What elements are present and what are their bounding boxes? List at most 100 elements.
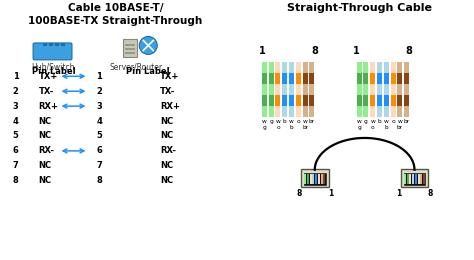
Bar: [370, 84, 375, 95]
Text: w: w: [275, 119, 280, 124]
Text: g: g: [263, 125, 266, 130]
Bar: [43, 43, 46, 47]
Bar: [364, 106, 368, 117]
Bar: [275, 62, 281, 73]
Bar: [310, 84, 314, 95]
Text: 8: 8: [428, 189, 433, 198]
Bar: [391, 95, 395, 106]
Text: o: o: [371, 125, 374, 130]
Bar: [391, 84, 395, 95]
Text: br: br: [397, 125, 403, 130]
Bar: [377, 73, 382, 84]
Bar: [302, 84, 308, 95]
Text: 1: 1: [328, 189, 333, 198]
Text: TX-: TX-: [38, 87, 54, 96]
Bar: [282, 73, 287, 84]
Text: w: w: [289, 119, 294, 124]
Text: w: w: [262, 119, 267, 124]
Bar: [275, 73, 281, 84]
Bar: [282, 62, 287, 73]
Text: 5: 5: [13, 132, 18, 140]
FancyBboxPatch shape: [33, 43, 72, 60]
Text: NC: NC: [160, 176, 173, 185]
Text: NC: NC: [160, 161, 173, 170]
Bar: [404, 106, 409, 117]
Bar: [384, 106, 389, 117]
Bar: [404, 95, 409, 106]
Bar: [61, 43, 64, 47]
Text: RX+: RX+: [160, 102, 180, 110]
Bar: [302, 106, 308, 117]
Text: TX+: TX+: [38, 72, 58, 81]
Bar: [48, 43, 53, 47]
Text: RX-: RX-: [38, 146, 55, 155]
Bar: [310, 62, 314, 73]
Bar: [310, 73, 314, 84]
Text: 3: 3: [96, 102, 102, 110]
Text: 4: 4: [96, 116, 102, 126]
Bar: [318, 174, 320, 184]
Bar: [412, 174, 414, 184]
Bar: [384, 95, 389, 106]
Bar: [409, 174, 411, 184]
Bar: [296, 95, 301, 106]
Bar: [370, 62, 375, 73]
Circle shape: [139, 36, 157, 54]
Bar: [125, 48, 135, 50]
Bar: [384, 73, 389, 84]
Bar: [364, 73, 368, 84]
Bar: [55, 43, 58, 47]
Text: RX+: RX+: [38, 102, 59, 110]
Text: Pin Label: Pin Label: [127, 67, 170, 76]
Text: 8: 8: [311, 46, 318, 56]
Bar: [418, 174, 419, 184]
Text: b: b: [384, 125, 388, 130]
Bar: [123, 40, 137, 57]
Text: w: w: [397, 119, 402, 124]
Bar: [391, 73, 395, 84]
Bar: [310, 95, 314, 106]
Text: 7: 7: [13, 161, 18, 170]
Bar: [269, 84, 273, 95]
Bar: [370, 73, 375, 84]
Bar: [370, 95, 375, 106]
Bar: [407, 174, 409, 184]
Bar: [262, 62, 267, 73]
Bar: [269, 106, 273, 117]
Text: b: b: [283, 119, 287, 124]
Text: 6: 6: [13, 146, 18, 155]
Text: 8: 8: [13, 176, 18, 185]
Bar: [384, 62, 389, 73]
Text: w: w: [303, 119, 308, 124]
Bar: [356, 106, 362, 117]
Bar: [370, 106, 375, 117]
Text: w: w: [357, 119, 362, 124]
Bar: [125, 44, 135, 47]
Bar: [397, 84, 402, 95]
Bar: [296, 73, 301, 84]
Bar: [269, 73, 273, 84]
Bar: [384, 84, 389, 95]
Text: 1: 1: [258, 46, 265, 56]
Bar: [397, 106, 402, 117]
Bar: [296, 62, 301, 73]
Text: Straight-Through Cable: Straight-Through Cable: [287, 3, 432, 13]
Text: 8: 8: [96, 176, 102, 185]
Text: 2: 2: [13, 87, 18, 96]
Bar: [262, 84, 267, 95]
FancyBboxPatch shape: [401, 169, 428, 187]
Text: Hub/Switch: Hub/Switch: [31, 62, 74, 71]
Bar: [289, 62, 294, 73]
Text: Pin Label: Pin Label: [32, 67, 75, 76]
Bar: [364, 95, 368, 106]
Bar: [377, 62, 382, 73]
Bar: [296, 84, 301, 95]
Bar: [404, 73, 409, 84]
Text: NC: NC: [38, 116, 52, 126]
Text: NC: NC: [38, 176, 52, 185]
Bar: [302, 73, 308, 84]
Text: w: w: [370, 119, 375, 124]
Bar: [282, 106, 287, 117]
Text: 1: 1: [353, 46, 360, 56]
Bar: [377, 84, 382, 95]
